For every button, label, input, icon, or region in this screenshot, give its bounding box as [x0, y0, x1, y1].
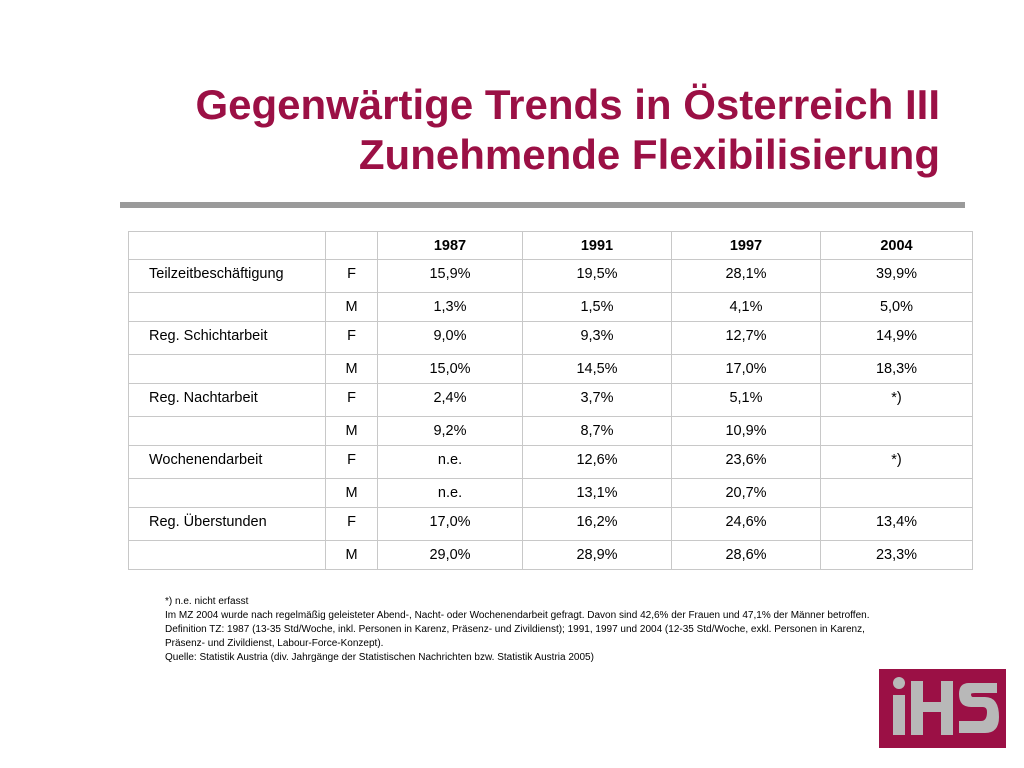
table-row: M n.e. 13,1% 20,7% — [128, 478, 973, 508]
table-row: M 15,0% 14,5% 17,0% 18,3% — [128, 354, 973, 384]
table-cell: *) — [820, 383, 973, 417]
table-cell: 17,0% — [671, 354, 821, 384]
table-cell: 1,3% — [377, 292, 523, 322]
slide-title: Gegenwärtige Trends in Österreich III Zu… — [60, 80, 940, 180]
row-sex: F — [325, 259, 378, 293]
table-cell: 3,7% — [522, 383, 672, 417]
row-label: Reg. Nachtarbeit — [128, 383, 326, 417]
table-cell: 5,1% — [671, 383, 821, 417]
table-cell: 2,4% — [377, 383, 523, 417]
row-sex: F — [325, 321, 378, 355]
title-divider — [120, 202, 965, 208]
footnote-line: Quelle: Statistik Austria (div. Jahrgäng… — [165, 652, 594, 663]
row-sex: M — [325, 478, 378, 508]
table-cell: 18,3% — [820, 354, 973, 384]
row-label — [128, 478, 326, 508]
footnote-line: *) n.e. nicht erfasst — [165, 596, 249, 607]
row-label — [128, 416, 326, 446]
table-cell: 4,1% — [671, 292, 821, 322]
table-cell: 28,9% — [522, 540, 672, 570]
table-cell: 28,6% — [671, 540, 821, 570]
table-cell — [820, 416, 973, 446]
table-cell: 16,2% — [522, 507, 672, 541]
table-cell: 12,6% — [522, 445, 672, 479]
row-label — [128, 540, 326, 570]
table-cell: 14,9% — [820, 321, 973, 355]
row-label — [128, 354, 326, 384]
table-cell — [820, 478, 973, 508]
table-cell: 13,1% — [522, 478, 672, 508]
table-cell: 1,5% — [522, 292, 672, 322]
table-cell: 15,9% — [377, 259, 523, 293]
footnote-line: Definition TZ: 1987 (13-35 Std/Woche, in… — [165, 624, 865, 649]
table-row: M 9,2% 8,7% 10,9% — [128, 416, 973, 446]
table-cell: 15,0% — [377, 354, 523, 384]
table-cell: 9,2% — [377, 416, 523, 446]
row-label: Teilzeitbeschäftigung — [128, 259, 326, 293]
footnote-line: Im MZ 2004 wurde nach regelmäßig geleist… — [165, 610, 870, 621]
header-cell-1987: 1987 — [377, 231, 523, 260]
ihs-logo-graphic — [893, 677, 999, 735]
footnotes: *) n.e. nicht erfasst Im MZ 2004 wurde n… — [165, 595, 885, 665]
table-row: Teilzeitbeschäftigung F 15,9% 19,5% 28,1… — [128, 259, 973, 293]
ihs-logo-icon — [879, 669, 1006, 748]
header-cell-1997: 1997 — [671, 231, 821, 260]
header-cell-2004: 2004 — [820, 231, 973, 260]
row-label: Reg. Schichtarbeit — [128, 321, 326, 355]
table-row: Wochenendarbeit F n.e. 12,6% 23,6% *) — [128, 445, 973, 479]
table-row: Reg. Nachtarbeit F 2,4% 3,7% 5,1% *) — [128, 383, 973, 417]
table-cell: 20,7% — [671, 478, 821, 508]
table-cell: 5,0% — [820, 292, 973, 322]
title-line-2: Zunehmende Flexibilisierung — [358, 131, 940, 178]
table-cell: 17,0% — [377, 507, 523, 541]
row-sex: M — [325, 540, 378, 570]
row-sex: M — [325, 354, 378, 384]
row-sex: F — [325, 507, 378, 541]
header-cell-label — [128, 231, 326, 260]
table-cell: 9,0% — [377, 321, 523, 355]
table-cell: 28,1% — [671, 259, 821, 293]
table-cell: n.e. — [377, 478, 523, 508]
table-header-row: 1987 1991 1997 2004 — [128, 231, 973, 260]
row-sex: F — [325, 445, 378, 479]
row-sex: M — [325, 292, 378, 322]
table-row: M 1,3% 1,5% 4,1% 5,0% — [128, 292, 973, 322]
row-sex: F — [325, 383, 378, 417]
table-cell: 23,3% — [820, 540, 973, 570]
statistics-table: 1987 1991 1997 2004 Teilzeitbeschäftigun… — [128, 231, 973, 570]
row-sex: M — [325, 416, 378, 446]
table-cell: 8,7% — [522, 416, 672, 446]
table-cell: 24,6% — [671, 507, 821, 541]
table-cell: 9,3% — [522, 321, 672, 355]
table-cell: 13,4% — [820, 507, 973, 541]
table-cell: 19,5% — [522, 259, 672, 293]
header-cell-sex — [325, 231, 378, 260]
table-row: M 29,0% 28,9% 28,6% 23,3% — [128, 540, 973, 570]
header-cell-1991: 1991 — [522, 231, 672, 260]
table-cell: 10,9% — [671, 416, 821, 446]
table-cell: 14,5% — [522, 354, 672, 384]
row-label: Reg. Überstunden — [128, 507, 326, 541]
table-cell: n.e. — [377, 445, 523, 479]
table-cell: 23,6% — [671, 445, 821, 479]
table-cell: 39,9% — [820, 259, 973, 293]
table-cell: *) — [820, 445, 973, 479]
table-row: Reg. Schichtarbeit F 9,0% 9,3% 12,7% 14,… — [128, 321, 973, 355]
table-cell: 29,0% — [377, 540, 523, 570]
row-label: Wochenendarbeit — [128, 445, 326, 479]
title-line-1: Gegenwärtige Trends in Österreich III — [195, 81, 940, 128]
row-label — [128, 292, 326, 322]
table-cell: 12,7% — [671, 321, 821, 355]
table-row: Reg. Überstunden F 17,0% 16,2% 24,6% 13,… — [128, 507, 973, 541]
